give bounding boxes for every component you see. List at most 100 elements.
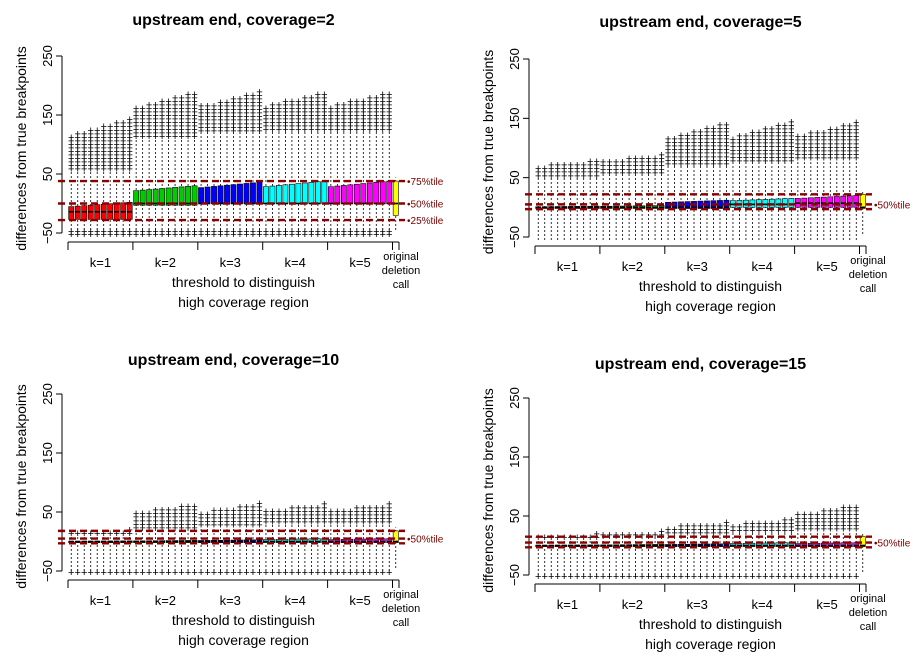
box-k4-3: +++++	[276, 506, 282, 579]
outlier-point: +	[133, 106, 139, 118]
box-k3-5: ++++	[691, 520, 697, 583]
outlier-point: +	[172, 229, 178, 241]
box-k5-2: ++++++	[801, 509, 807, 583]
outlier-point: +	[87, 128, 93, 140]
outlier-point: +	[769, 148, 775, 160]
outlier-point: +	[243, 118, 249, 130]
outlier-point: +	[697, 126, 703, 138]
outlier-point: +	[178, 92, 184, 104]
outlier-point: +	[133, 117, 139, 129]
outlier-point: +	[827, 516, 833, 528]
outlier-point: +	[574, 163, 580, 175]
outlier-point: +	[87, 135, 93, 147]
outlier-point: +	[808, 571, 814, 583]
outlier-point: +	[282, 103, 288, 115]
outlier-point: +	[360, 121, 366, 133]
outlier-point: +	[185, 89, 191, 101]
outlier-point: +	[619, 160, 625, 172]
outlier-point: +	[671, 137, 677, 149]
box-k5-7: ++++++++++++	[367, 92, 373, 241]
outlier-point: +	[834, 152, 840, 164]
outlier-point: +	[191, 89, 197, 101]
outlier-point: +	[801, 509, 807, 521]
outlier-point: +	[159, 96, 165, 108]
outlier-point: +	[730, 571, 736, 583]
outlier-point: +	[191, 508, 197, 520]
outlier-point: +	[821, 145, 827, 157]
outlier-point: +	[139, 106, 145, 118]
outlier-point: +	[321, 110, 327, 122]
outlier-point: +	[81, 142, 87, 154]
outlier-point: +	[639, 164, 645, 176]
box-k3-2: +++	[671, 524, 677, 583]
outlier-point: +	[367, 502, 373, 514]
outlier-point: +	[821, 516, 827, 528]
box-k2-8: ++++++++	[178, 501, 184, 579]
outlier-point: +	[710, 524, 716, 536]
outlier-point: +	[743, 138, 749, 150]
outlier-point: +	[113, 226, 119, 238]
outlier-point: +	[360, 509, 366, 521]
outlier-point: +	[743, 145, 749, 157]
outlier-point: +	[75, 135, 81, 147]
outlier-point: +	[749, 145, 755, 157]
outlier-point: +	[808, 516, 814, 528]
outlier-point: +	[198, 115, 204, 127]
outlier-point: +	[743, 155, 749, 167]
outlier-point: +	[87, 164, 93, 176]
outlier-point: +	[276, 124, 282, 136]
outlier-point: +	[606, 571, 612, 583]
outlier-point: +	[788, 131, 794, 143]
outlier-point: +	[847, 509, 853, 521]
outlier-point: +	[68, 226, 74, 238]
outlier-point: +	[289, 96, 295, 108]
outlier-point: +	[198, 122, 204, 134]
outlier-point: +	[159, 124, 165, 136]
outlier-point: +	[814, 513, 820, 525]
box-k2-4: ++++	[619, 157, 626, 240]
outlier-point: +	[593, 160, 599, 172]
box-k4-2: +++	[736, 522, 742, 584]
outlier-point: +	[185, 99, 191, 111]
box-body	[237, 183, 243, 204]
outlier-point: +	[775, 155, 781, 167]
outlier-point: +	[782, 123, 788, 135]
outlier-point: +	[68, 229, 74, 241]
outlier-point: +	[204, 512, 210, 524]
box-body	[165, 187, 172, 206]
outlier-point: +	[710, 528, 716, 540]
outlier-point: +	[263, 506, 269, 518]
outlier-point: +	[847, 571, 853, 583]
outlier-point: +	[710, 151, 716, 163]
outlier-point: +	[185, 229, 191, 241]
outlier-point: +	[256, 502, 262, 514]
outlier-point: +	[710, 155, 716, 167]
outlier-point: +	[217, 567, 223, 579]
box-k4-1: +++++++	[730, 134, 736, 240]
outlier-point: +	[308, 99, 314, 111]
outlier-point: +	[107, 139, 113, 151]
y-axis-label: differences from true breakpoints	[480, 388, 496, 592]
outlier-point: +	[717, 520, 723, 532]
outlier-point: +	[717, 119, 723, 131]
outlier-point: +	[113, 229, 119, 241]
outlier-point: +	[191, 522, 197, 534]
outlier-point: +	[133, 110, 139, 122]
outlier-point: +	[94, 528, 100, 540]
outlier-point: +	[334, 99, 340, 111]
outlier-point: +	[165, 522, 171, 534]
outlier-point: +	[373, 516, 379, 528]
box-k5-1: ++++++	[795, 509, 801, 583]
outlier-point: +	[840, 520, 846, 532]
outlier-point: +	[237, 108, 243, 120]
outlier-point: +	[658, 526, 664, 538]
outlier-point: +	[697, 524, 703, 536]
outlier-point: +	[250, 101, 256, 113]
outlier-point: +	[834, 506, 840, 518]
outlier-point: +	[795, 516, 801, 528]
outlier-point: +	[671, 524, 677, 536]
outlier-point: +	[749, 148, 755, 160]
outlier-point: +	[840, 513, 846, 525]
outlier-point: +	[535, 571, 541, 583]
outlier-point: +	[632, 164, 638, 176]
